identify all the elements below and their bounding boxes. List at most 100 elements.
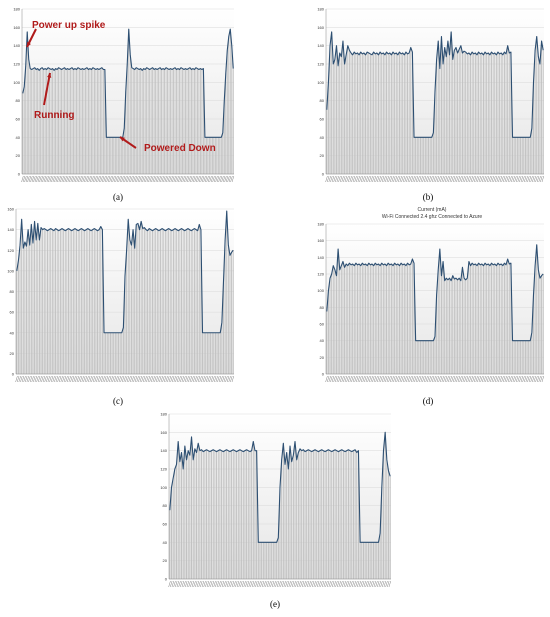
bar [199, 450, 201, 579]
caption-e: (e) [270, 599, 280, 609]
bar [252, 441, 254, 579]
x-tick-mark [178, 375, 181, 383]
bar [182, 469, 184, 579]
bar [210, 137, 212, 174]
x-tick-mark [233, 580, 236, 588]
x-tick-mark [375, 580, 378, 588]
bar [458, 278, 460, 374]
x-tick-mark [293, 580, 296, 588]
bar [25, 65, 27, 174]
bar [193, 228, 195, 374]
bar [408, 264, 410, 374]
x-tick-mark [80, 375, 83, 383]
x-tick-mark [444, 375, 448, 383]
bar [428, 340, 429, 374]
bar [481, 53, 483, 174]
x-tick-mark [223, 580, 226, 588]
x-tick-mark [349, 375, 352, 383]
x-tick-mark [422, 175, 425, 183]
bar [441, 36, 442, 174]
bar [334, 59, 336, 174]
bar [499, 264, 501, 374]
bar [339, 269, 341, 374]
bar [465, 52, 467, 175]
bar [352, 450, 354, 579]
x-tick-mark [378, 175, 381, 183]
x-tick-mark [45, 175, 48, 183]
x-tick-mark [514, 375, 517, 383]
bar [147, 230, 149, 374]
x-tick-mark [517, 175, 520, 183]
bar [331, 31, 333, 174]
x-tick-mark [96, 375, 99, 383]
annotation-running: Running [34, 110, 75, 121]
bar [476, 265, 478, 374]
chart-svg-c: 0 20 40 60 80 100 120 140 160 [7, 207, 234, 383]
x-tick-mark [357, 580, 360, 588]
bar [156, 229, 158, 374]
bar [319, 450, 321, 579]
x-tick-mark [107, 375, 110, 383]
x-tick-mark [296, 580, 300, 588]
bar [394, 263, 396, 374]
x-tick-mark [327, 175, 330, 183]
x-tick-mark [55, 175, 58, 183]
x-tick-mark [423, 375, 427, 383]
x-tick-mark [176, 580, 179, 588]
x-tick-mark [63, 175, 66, 183]
bar [189, 229, 191, 374]
x-tick-mark [170, 375, 173, 383]
bar [445, 278, 447, 374]
bar [26, 31, 28, 174]
x-tick-mark [88, 175, 91, 183]
x-tick-mark [51, 175, 54, 183]
x-tick-mark [451, 375, 454, 383]
x-tick-mark [91, 375, 94, 383]
x-tick-mark [118, 175, 121, 183]
bar [113, 137, 115, 174]
x-tick-mark [130, 175, 133, 183]
bar [76, 69, 77, 174]
bar [179, 461, 181, 579]
bar [144, 69, 146, 174]
x-tick-mark [390, 375, 393, 383]
bar [539, 278, 541, 374]
x-tick-mark [200, 580, 203, 588]
x-tick-mark [199, 375, 202, 383]
x-tick-mark [377, 375, 380, 383]
bar [68, 228, 69, 374]
bar [102, 69, 104, 174]
x-tick-mark [530, 175, 533, 183]
x-tick-mark [477, 375, 480, 383]
arrow-power-up-spike-head [27, 42, 31, 47]
x-tick-mark [170, 580, 173, 588]
bar [329, 45, 331, 174]
x-tick-mark [412, 375, 415, 383]
x-tick-mark [175, 375, 178, 383]
x-tick-mark [238, 580, 241, 588]
x-tick-mark [231, 375, 234, 383]
x-tick-mark [109, 175, 112, 183]
x-tick-mark [342, 580, 345, 588]
y-tick-label: 80 [320, 98, 325, 103]
bar [83, 69, 85, 174]
bar [291, 461, 293, 579]
x-tick-mark [133, 375, 136, 383]
x-tick-mark [470, 375, 473, 383]
bar [66, 229, 68, 374]
bar [533, 294, 534, 374]
bar [276, 542, 278, 579]
x-tick-mark [511, 175, 514, 183]
bar [191, 436, 192, 579]
bar [23, 86, 25, 174]
y-tick-label: 0 [12, 372, 15, 377]
x-tick-mark [459, 175, 462, 183]
bar [407, 263, 408, 374]
bar [366, 52, 368, 175]
bar [32, 243, 34, 374]
bar [378, 54, 379, 175]
x-tick-mark [478, 375, 482, 383]
bar [442, 64, 444, 174]
x-tick-mark [388, 580, 391, 588]
x-tick-mark [91, 175, 94, 183]
